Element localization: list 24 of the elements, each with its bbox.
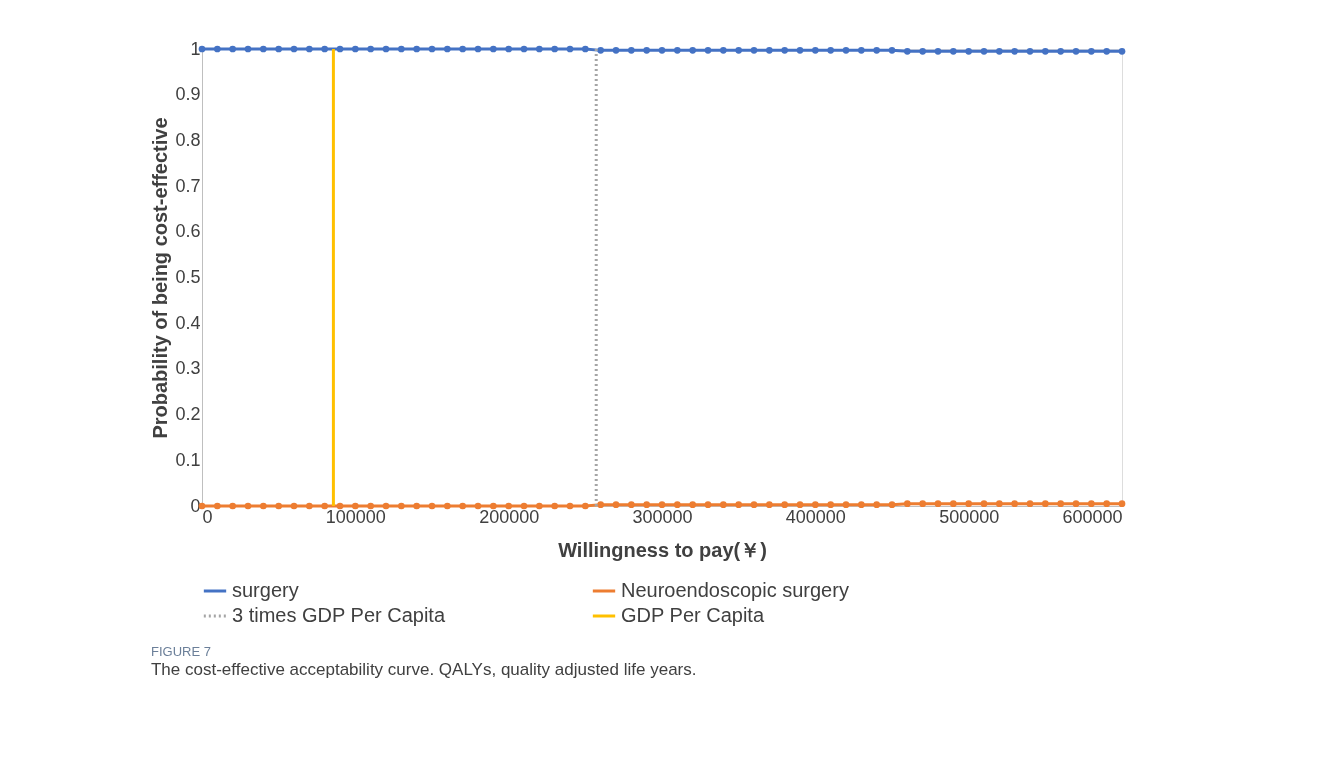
y-tick-label: 0.5 [175,267,201,287]
legend-label: surgery [232,579,299,601]
y-tick-label: 0.8 [175,129,201,150]
x-tick-label: 300000 [632,506,693,527]
x-axis-title: Willingness to pay(￥) [558,538,767,561]
legend-label: Neuroendoscopic surgery [621,579,849,601]
y-tick-label: 0.3 [175,358,201,379]
x-tick-label: 400000 [785,506,846,527]
x-tick-label: 600000 [1062,506,1123,527]
caption: FIGURE 7 [150,644,211,659]
y-tick-label: 1 [190,38,201,59]
y-tick-label: 0.2 [175,404,201,425]
legend-label: GDP Per Capita [621,604,765,626]
legend-label: 3 times GDP Per Capita [232,604,446,626]
x-tick-label: 200000 [479,506,540,527]
text: The cost-effective acceptability curve. QALYs, quality adjusted life years. [150,660,697,679]
y-tick-label: 0.9 [175,84,201,105]
y-tick-label: 0.1 [175,449,201,470]
x-tick-label: 500000 [939,506,1000,527]
y-tick-label: 0.4 [175,312,201,333]
x-tick-label: 100000 [325,506,386,527]
y-tick-label: 0.6 [175,221,201,242]
y-axis-title: Probability of being cost-effective [149,117,172,439]
y-tick-label: 0.7 [175,175,201,196]
